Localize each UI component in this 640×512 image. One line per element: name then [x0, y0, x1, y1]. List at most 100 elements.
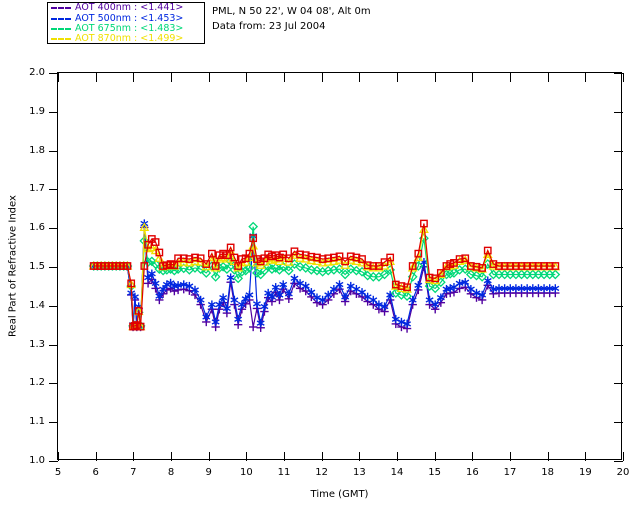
data-point-diamond [477, 271, 488, 282]
x-axis-tick-label: 17 [503, 467, 517, 478]
y-axis-tick-right [614, 305, 623, 307]
data-point-square [211, 262, 220, 270]
data-point-asterisk [414, 281, 423, 290]
data-point-square [223, 251, 231, 260]
data-point-square [131, 321, 139, 330]
data-point-square [523, 262, 532, 270]
data-point-triangle [139, 222, 150, 232]
data-point-asterisk [147, 269, 156, 278]
x-axis-tick [623, 452, 624, 461]
y-axis-tick [49, 189, 58, 191]
data-point-square [127, 279, 136, 288]
y-axis-tick-label: 1.5 [29, 261, 45, 272]
data-point-diamond [312, 265, 322, 276]
data-point-square [540, 262, 548, 270]
x-axis-tick [510, 452, 511, 461]
data-point-asterisk [380, 302, 389, 311]
data-point-diamond [267, 264, 277, 274]
x-axis-tick [585, 452, 587, 461]
x-axis-tick-label: 12 [315, 467, 329, 478]
data-point-asterisk [219, 293, 228, 302]
x-axis-tick-top [510, 73, 511, 82]
x-axis-tick [321, 452, 323, 461]
data-point-triangle [210, 262, 221, 272]
data-point-square [346, 252, 355, 261]
x-axis-tick-top [623, 73, 624, 82]
data-point-diamond [465, 269, 476, 280]
y-axis-tick-label: 1.8 [29, 144, 45, 156]
data-point-triangle [201, 261, 212, 271]
data-point-diamond [240, 265, 251, 276]
data-point-triangle [233, 262, 244, 272]
x-axis-tick [171, 452, 172, 461]
data-point-asterisk [483, 276, 492, 285]
x-axis-tick-label: 19 [578, 467, 592, 478]
data-point-square [174, 254, 182, 263]
data-point-square [191, 253, 199, 262]
y-axis-tick-label: 1.4 [29, 299, 45, 311]
data-point-diamond [379, 269, 390, 280]
x-axis-tick [359, 452, 361, 461]
data-point-square [528, 262, 537, 270]
data-point-asterisk [329, 284, 338, 294]
data-point-square [249, 234, 258, 243]
data-point-asterisk [264, 288, 273, 298]
data-point-asterisk [226, 273, 235, 282]
data-point-asterisk [431, 300, 440, 309]
data-point-diamond [201, 268, 212, 278]
x-axis-tick-top [434, 73, 436, 82]
data-point-square [151, 238, 160, 246]
data-point-diamond [244, 263, 255, 273]
data-point-square [397, 282, 406, 290]
x-axis-tick-top [397, 73, 398, 82]
data-point-diamond [430, 283, 441, 294]
y-axis-tick [49, 111, 58, 113]
data-point-asterisk [279, 280, 288, 289]
legend-item-aot-500nm: AOT 500nm : <1.453> [48, 13, 204, 23]
data-point-diamond [351, 265, 362, 276]
y-axis-tick-label: 1.9 [29, 105, 45, 117]
data-point-asterisk [179, 280, 188, 289]
x-axis-tick [208, 452, 210, 461]
y-axis-tick [49, 344, 58, 346]
data-point-asterisk [237, 300, 246, 309]
data-point-asterisk [408, 295, 417, 305]
data-point-square [352, 253, 361, 262]
y-axis-tick-right [614, 422, 623, 424]
data-point-square [478, 264, 487, 272]
data-point-square [230, 253, 239, 262]
x-axis-tick-top [246, 73, 248, 82]
data-point-asterisk [211, 317, 220, 327]
plot-canvas [88, 219, 561, 333]
data-point-square [386, 253, 395, 262]
data-point-diamond [178, 263, 189, 274]
data-point-asterisk [307, 288, 316, 297]
data-point-asterisk [425, 295, 434, 305]
y-axis-tick [49, 305, 58, 307]
data-point-asterisk [151, 279, 160, 288]
data-point-asterisk [369, 295, 378, 305]
x-axis-tick-top [547, 73, 549, 82]
y-axis-tick-label: 1.3 [29, 338, 45, 350]
x-axis-tick [284, 452, 285, 461]
data-point-asterisk [271, 283, 280, 292]
data-point-square [408, 262, 417, 270]
y-axis-tick [49, 228, 58, 230]
x-axis-tick-top [208, 73, 210, 82]
y-axis-tick-label: 1.0 [29, 455, 45, 466]
data-point-asterisk [245, 290, 254, 300]
data-point-diamond [306, 264, 317, 275]
y-axis-tick-right [614, 111, 623, 113]
data-point-square [307, 252, 316, 261]
data-point-diamond [402, 291, 412, 302]
series-aot-400nm [89, 223, 560, 333]
data-point-asterisk [284, 289, 293, 298]
series-aot-675nm [88, 221, 561, 331]
legend-item-aot-675nm: AOT 675nm : <1.483> [48, 23, 204, 34]
x-axis-tick-label: 20 [616, 467, 630, 478]
data-point-asterisk [230, 295, 239, 305]
x-axis-tick [472, 452, 474, 461]
data-point-asterisk [166, 278, 175, 288]
data-point-square [461, 254, 470, 263]
x-axis-tick [397, 452, 398, 461]
